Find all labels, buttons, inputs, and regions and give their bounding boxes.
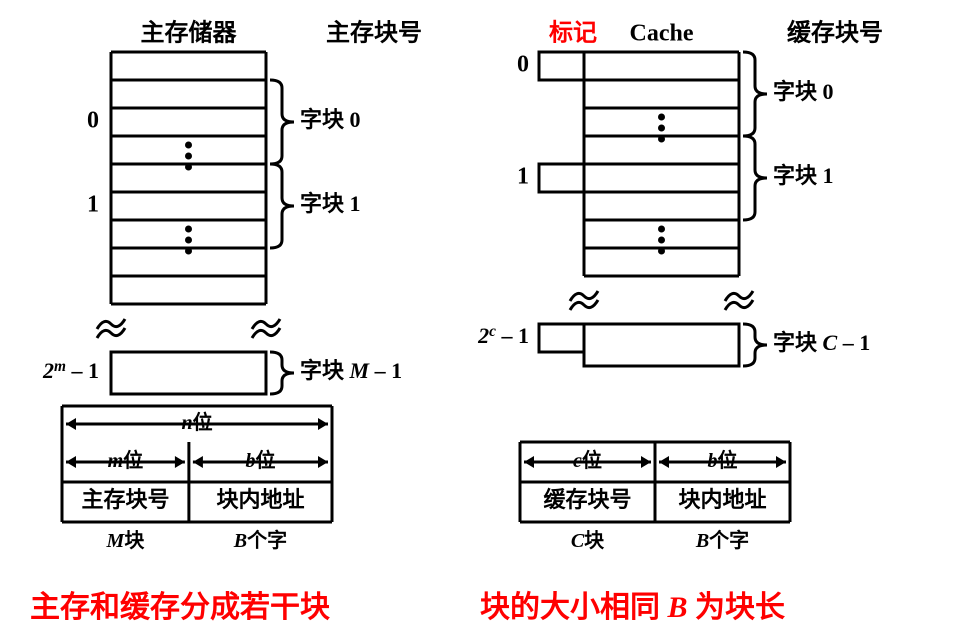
svg-text:1: 1 xyxy=(517,164,529,190)
svg-text:n位: n位 xyxy=(181,410,212,434)
svg-text:字块 C – 1: 字块 C – 1 xyxy=(773,330,870,355)
svg-text:0: 0 xyxy=(517,52,529,78)
svg-text:2c – 1: 2c – 1 xyxy=(477,323,529,349)
svg-text:主存和缓存分成若干块: 主存和缓存分成若干块 xyxy=(30,591,330,624)
svg-text:M块: M块 xyxy=(106,529,146,552)
svg-text:b位: b位 xyxy=(708,448,738,472)
svg-text:主存块号: 主存块号 xyxy=(81,487,169,512)
svg-text:B个字: B个字 xyxy=(695,528,749,552)
svg-text:b位: b位 xyxy=(245,448,275,472)
svg-text:2m – 1: 2m – 1 xyxy=(42,358,99,384)
svg-text:B个字: B个字 xyxy=(233,528,287,552)
svg-text:标记: 标记 xyxy=(549,20,597,47)
svg-text:字块 0: 字块 0 xyxy=(300,107,361,132)
svg-text:块内地址: 块内地址 xyxy=(216,487,304,512)
svg-text:1: 1 xyxy=(87,192,99,218)
svg-text:主存储器: 主存储器 xyxy=(141,19,238,47)
svg-text:字块 M – 1: 字块 M – 1 xyxy=(300,358,402,383)
svg-text:0: 0 xyxy=(87,108,99,134)
svg-text:字块 1: 字块 1 xyxy=(773,163,834,188)
svg-text:C块: C块 xyxy=(571,529,605,552)
svg-text:Cache: Cache xyxy=(630,21,694,47)
svg-text:c位: c位 xyxy=(573,448,602,472)
svg-text:缓存块号: 缓存块号 xyxy=(787,19,883,47)
svg-text:块的大小相同 B 为块长: 块的大小相同 B 为块长 xyxy=(480,591,785,624)
svg-text:字块 0: 字块 0 xyxy=(773,79,834,104)
svg-text:m位: m位 xyxy=(108,448,144,472)
svg-text:字块 1: 字块 1 xyxy=(300,191,361,216)
svg-text:块内地址: 块内地址 xyxy=(678,487,766,512)
svg-text:缓存块号: 缓存块号 xyxy=(543,487,631,512)
svg-text:主存块号: 主存块号 xyxy=(326,20,422,47)
